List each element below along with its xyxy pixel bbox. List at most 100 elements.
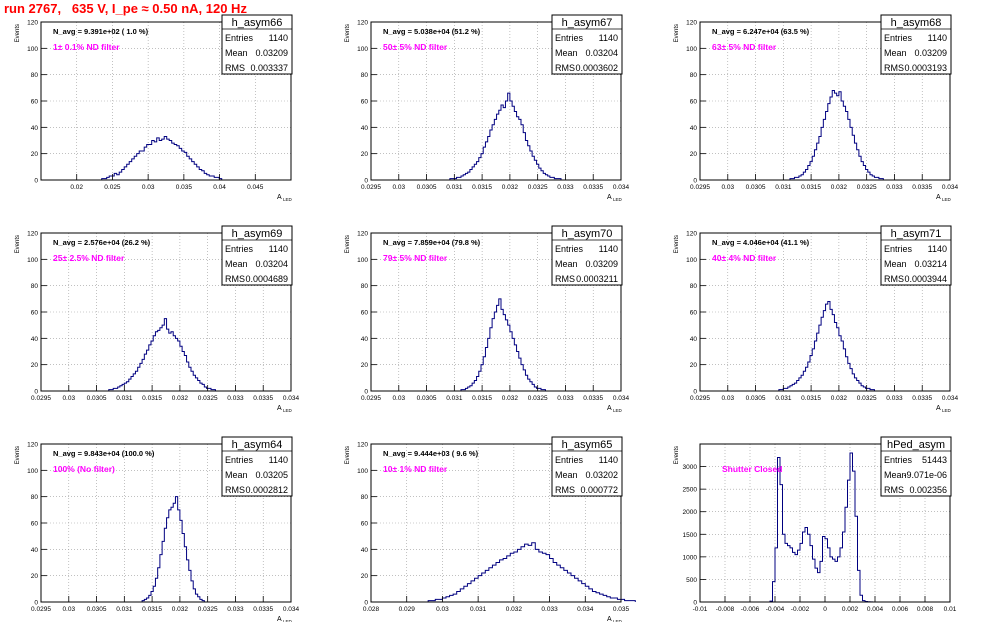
- x-tick-label: 0.0325: [857, 395, 877, 402]
- y-tick-label: 0: [693, 178, 697, 185]
- stat-value-entries: 1140: [928, 244, 947, 254]
- x-tick-label: 0.0325: [198, 606, 218, 613]
- stat-label-entries: Entries: [884, 33, 913, 43]
- y-tick-label: 500: [686, 577, 697, 584]
- y-tick-label: 0: [693, 600, 697, 607]
- y-tick-label: 80: [31, 72, 39, 79]
- x-tick-label: 0.04: [213, 184, 226, 191]
- stat-value-rms: 0.0003193: [904, 63, 947, 73]
- stat-label-mean: Mean: [555, 48, 578, 58]
- x-tick-label: 0.004: [867, 606, 884, 613]
- x-tick-label: 0.033: [886, 395, 903, 402]
- x-axis-label-subscript: LED: [942, 197, 952, 202]
- x-tick-label: 0.0325: [528, 395, 548, 402]
- x-tick-label: 0.0325: [528, 184, 548, 191]
- y-tick-label: 100: [27, 46, 38, 53]
- filter-annotation: 10± 1% ND filter: [383, 464, 448, 474]
- stat-label-mean: Mean: [225, 259, 248, 269]
- stats-box: [221, 14, 293, 75]
- x-axis-label: A: [277, 194, 282, 201]
- x-tick-label: 0.03: [392, 184, 405, 191]
- x-tick-label: 0.033: [227, 395, 244, 402]
- histogram-name: h_asym65: [562, 439, 613, 451]
- histogram-name: hPed_asym: [887, 439, 945, 451]
- n-avg-annotation: N_avg = 2.576e+04 (26.2 %): [53, 238, 151, 247]
- x-tick-label: 0.032: [831, 184, 848, 191]
- stat-label-rms: RMS: [225, 274, 245, 284]
- x-tick-label: 0: [823, 606, 827, 613]
- x-tick-label: 0.034: [577, 606, 594, 613]
- x-tick-label: 0.033: [541, 606, 558, 613]
- x-tick-label: 0.033: [557, 184, 574, 191]
- n-avg-annotation: N_avg = 5.038e+04 (51.2 %): [383, 27, 481, 36]
- stat-value-rms: 0.000772: [580, 485, 618, 495]
- y-tick-label: 120: [27, 442, 38, 449]
- y-tick-label: 60: [31, 99, 39, 106]
- y-tick-label: 0: [364, 600, 368, 607]
- stat-value-rms: 0.0003602: [575, 63, 618, 73]
- stat-label-mean: Mean: [884, 259, 907, 269]
- x-axis-label-subscript: LED: [283, 197, 293, 202]
- x-tick-label: 0.031: [775, 395, 792, 402]
- y-axis-label: Events: [15, 235, 21, 253]
- x-tick-label: 0.032: [506, 606, 523, 613]
- histogram-panel-h_asym71: 0.0295 0.03 0.0305 0.031 0.0315 0.032 0.0325 0.…: [674, 225, 959, 413]
- stat-value-entries: 1140: [928, 33, 947, 43]
- stat-label-rms: RMS: [555, 485, 575, 495]
- x-tick-label: 0.03: [392, 395, 405, 402]
- y-tick-label: 80: [361, 72, 369, 79]
- x-tick-label: 0.03: [721, 184, 734, 191]
- y-tick-label: 60: [690, 310, 698, 317]
- y-tick-label: 40: [361, 547, 369, 554]
- stats-box: [551, 14, 623, 75]
- stat-value-entries: 1140: [599, 455, 618, 465]
- x-tick-label: 0.0305: [87, 606, 107, 613]
- filter-annotation: 25± 2.5% ND filter: [53, 253, 125, 263]
- y-tick-label: 60: [31, 310, 39, 317]
- page-title: run 2767, 635 V, I_pe ≈ 0.50 nA, 120 Hz: [4, 1, 247, 16]
- stat-value-mean: 0.03204: [255, 259, 288, 269]
- histogram-name: h_asym69: [232, 228, 283, 240]
- stat-label-mean: Mean: [884, 48, 907, 58]
- x-tick-label: 0.0305: [417, 184, 437, 191]
- x-axis-label-subscript: LED: [613, 197, 623, 202]
- histogram-line-h_asym70: [460, 298, 546, 391]
- histogram-name: h_asym67: [562, 17, 613, 29]
- x-tick-label: 0.045: [247, 184, 264, 191]
- histogram-line-h_asym66: [101, 136, 223, 180]
- stat-label-entries: Entries: [225, 33, 254, 43]
- x-tick-label: 0.028: [363, 606, 380, 613]
- y-tick-label: 80: [690, 283, 698, 290]
- y-tick-label: 120: [357, 231, 368, 238]
- y-tick-label: 80: [361, 283, 369, 290]
- filter-annotation: 50± 5% ND filter: [383, 42, 448, 52]
- stat-value-entries: 1140: [599, 33, 618, 43]
- x-tick-label: 0.0335: [253, 395, 273, 402]
- y-tick-label: 0: [34, 600, 38, 607]
- x-tick-label: 0.0315: [472, 184, 492, 191]
- x-tick-label: 0.01: [944, 606, 957, 613]
- filter-annotation: 40± 4% ND filter: [712, 253, 777, 263]
- y-axis-label: Events: [345, 235, 351, 253]
- x-axis-label: A: [936, 194, 941, 201]
- filter-annotation: 63± 5% ND filter: [712, 42, 777, 52]
- stat-value-rms: 0.0004689: [245, 274, 288, 284]
- stat-label-entries: Entries: [884, 455, 913, 465]
- x-tick-label: 0.03: [436, 606, 449, 613]
- stat-label-entries: Entries: [884, 244, 913, 254]
- stats-box: [221, 225, 293, 286]
- x-tick-label: 0.0325: [857, 184, 877, 191]
- histogram-panel-h_asym66: 0.02 0.025 0.03 0.035 0.04 0.045 0 20 40 60 80 100 1…: [15, 14, 293, 202]
- stats-box: [880, 436, 952, 497]
- y-tick-label: 100: [357, 468, 368, 475]
- x-tick-label: 0.032: [502, 395, 519, 402]
- y-tick-label: 60: [361, 310, 369, 317]
- y-tick-label: 20: [361, 573, 369, 580]
- stats-box: [880, 225, 952, 286]
- y-tick-label: 20: [690, 151, 698, 158]
- stat-value-rms: 0.002356: [909, 485, 947, 495]
- y-tick-label: 80: [361, 494, 369, 501]
- y-axis-label: Events: [345, 24, 351, 42]
- y-tick-label: 0: [693, 389, 697, 396]
- y-tick-label: 40: [31, 125, 39, 132]
